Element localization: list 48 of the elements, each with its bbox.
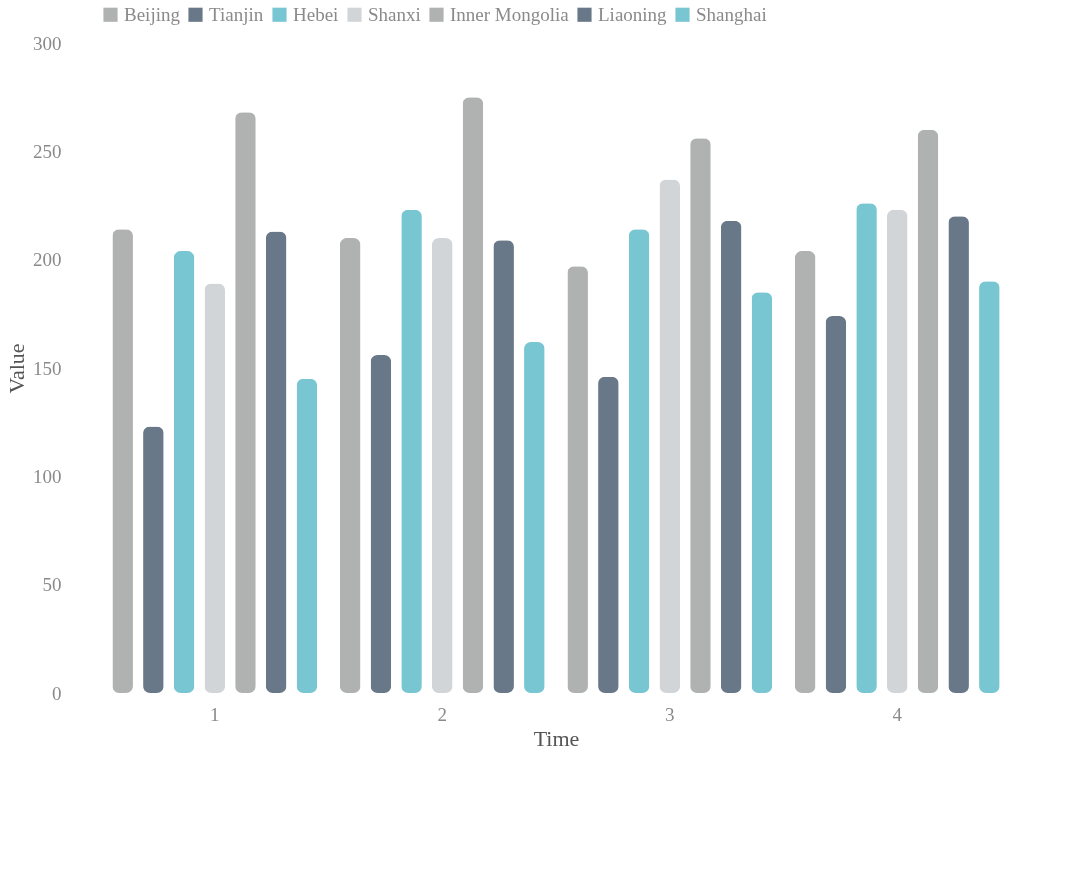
bar [493,240,514,693]
legend-label: Shanghai [696,3,767,25]
legend-label: Beijing [124,3,181,25]
x-tick-label: 1 [210,703,220,725]
bar [112,229,133,693]
bar [794,251,816,693]
bar [598,376,619,693]
bar [401,209,422,693]
x-tick-label: 3 [665,703,675,725]
bar [628,229,650,693]
bar [235,112,256,693]
bar [339,238,361,693]
y-tick-label: 50 [42,574,62,596]
y-tick-label: 150 [33,357,62,379]
bar [173,251,195,693]
bar [720,220,742,693]
bar [751,292,773,693]
legend-label: Liaoning [598,3,668,25]
y-tick-label: 300 [33,32,62,54]
x-axis-title: Time [533,725,580,751]
legend-label: Shanxi [368,3,421,25]
y-tick-label: 250 [33,140,62,162]
bar [265,231,287,693]
bar [524,342,545,693]
bar [886,209,908,693]
x-tick-label: 4 [892,703,903,725]
bar [979,281,1000,693]
bar [825,316,847,693]
bar [659,179,681,693]
bar [370,355,392,693]
bar [204,283,226,693]
bar [431,238,453,693]
bar [917,129,939,693]
bar [462,97,484,693]
y-axis-title: Value [4,343,29,394]
bar [143,426,164,693]
y-tick-label: 200 [33,249,62,271]
legend-label: Inner Mongolia [450,3,570,25]
legend-label: Tianjin [209,3,264,25]
y-tick-label: 0 [52,682,62,704]
y-tick-label: 100 [33,465,62,487]
bar [948,216,969,693]
bar [567,266,588,693]
x-tick-label: 2 [437,703,447,725]
legend-label: Hebei [293,3,339,25]
bar [856,203,877,693]
bar [296,378,318,693]
bar [690,138,711,693]
